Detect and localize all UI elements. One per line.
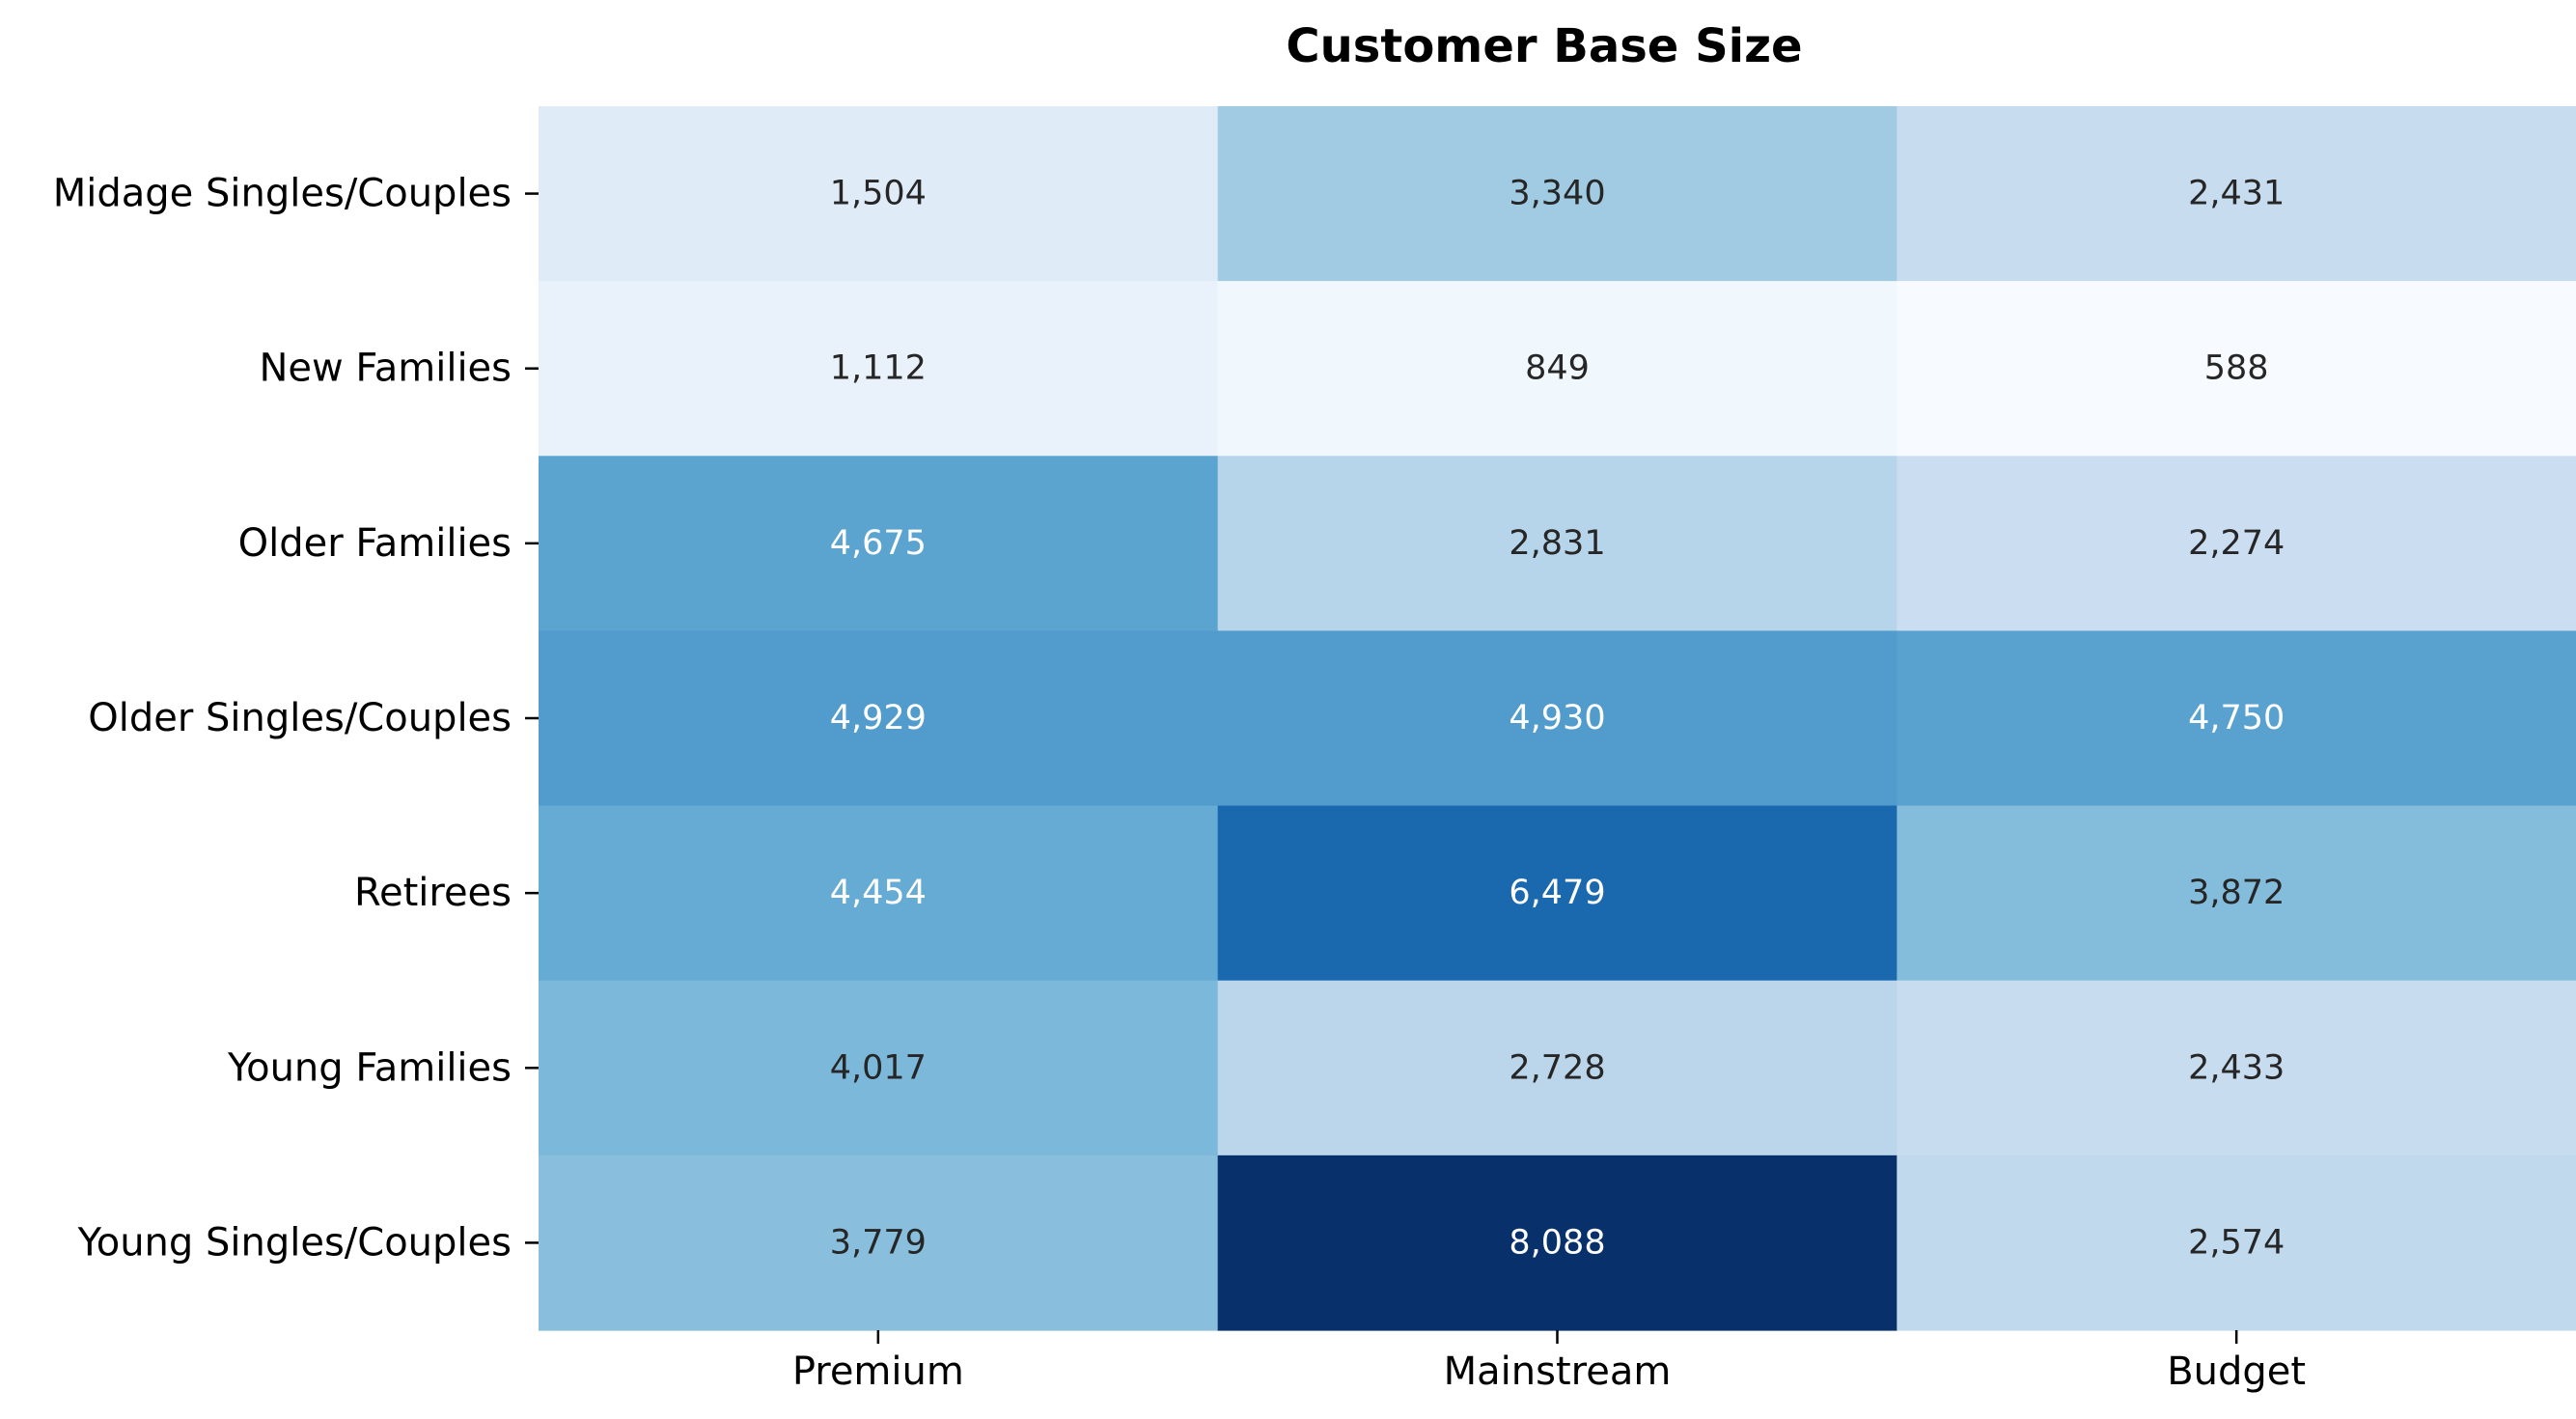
y-tick-label: Young Families: [227, 1045, 512, 1090]
y-tick-label: Midage Singles/Couples: [53, 172, 512, 216]
y-tick-label: Young Singles/Couples: [77, 1220, 512, 1265]
cell-value-label: 588: [2204, 349, 2269, 388]
heatmap-cell: [539, 980, 1219, 1156]
x-tick-label: Premium: [792, 1349, 964, 1394]
cell-value-label: 6,479: [1509, 874, 1605, 912]
y-tick-label: New Families: [259, 347, 512, 391]
heatmap-cell: [1897, 281, 2576, 457]
x-axis: Premium Mainstream Budget: [792, 1330, 2306, 1394]
heatmap-cell: [1217, 1155, 1897, 1331]
cell-value-label: 2,274: [2188, 524, 2285, 563]
cell-value-label: 2,433: [2188, 1048, 2285, 1087]
heatmap-cell: [1897, 1155, 2576, 1331]
heatmap-cell: [1217, 980, 1897, 1156]
cell-value-label: 2,574: [2188, 1223, 2285, 1262]
heatmap-cell: [1897, 980, 2576, 1156]
heatmap-cell: [539, 456, 1219, 632]
heatmap-cell: [1217, 281, 1897, 457]
heatmap-cell: [539, 106, 1219, 282]
cell-value-label: 4,454: [830, 874, 927, 912]
x-tick-label: Budget: [2167, 1349, 2306, 1394]
cell-value-label: 849: [1525, 349, 1590, 388]
heatmap-cell: [1897, 456, 2576, 632]
cell-value-label: 2,431: [2188, 175, 2285, 213]
cell-value-label: 3,872: [2188, 874, 2285, 912]
cell-value-label: 4,675: [830, 524, 927, 563]
heatmap-cell: [1217, 106, 1897, 282]
heatmap-cells: [539, 106, 2576, 1331]
cell-value-label: 1,112: [830, 349, 927, 388]
heatmap-cell: [539, 805, 1219, 982]
y-tick-label: Older Families: [238, 521, 512, 566]
heatmap-cell: [1217, 805, 1897, 982]
heatmap-cell: [539, 1155, 1219, 1331]
cell-value-label: 4,930: [1509, 699, 1605, 737]
cell-value-label: 3,340: [1509, 175, 1605, 213]
heatmap-cell: [1217, 630, 1897, 807]
y-tick-label: Retirees: [354, 871, 512, 915]
cell-value-label: 8,088: [1509, 1223, 1605, 1262]
y-tick-label: Older Singles/Couples: [88, 696, 512, 740]
cell-value-label: 3,779: [830, 1223, 927, 1262]
cell-value-label: 2,728: [1509, 1048, 1605, 1087]
cell-value-label: 4,017: [830, 1048, 927, 1087]
heatmap-cell: [1897, 106, 2576, 282]
cell-value-label: 4,750: [2188, 699, 2285, 737]
chart-title: Customer Base Size: [1286, 19, 1802, 73]
heatmap-cell: [1897, 805, 2576, 982]
cell-value-label: 2,831: [1509, 524, 1605, 563]
heatmap-cell: [1217, 456, 1897, 632]
heatmap-cell-labels: 1,504 3,340 2,431 1,112 849 588 4,675 2,831 2,27…: [830, 175, 2285, 1263]
cell-value-label: 1,504: [830, 175, 927, 213]
y-axis: Midage Singles/Couples New Families Older …: [53, 172, 539, 1265]
heatmap-cell: [1897, 630, 2576, 807]
heatmap-cell: [539, 630, 1219, 807]
x-tick-label: Mainstream: [1444, 1349, 1672, 1394]
heatmap-cell: [539, 281, 1219, 457]
cell-value-label: 4,929: [830, 699, 927, 737]
